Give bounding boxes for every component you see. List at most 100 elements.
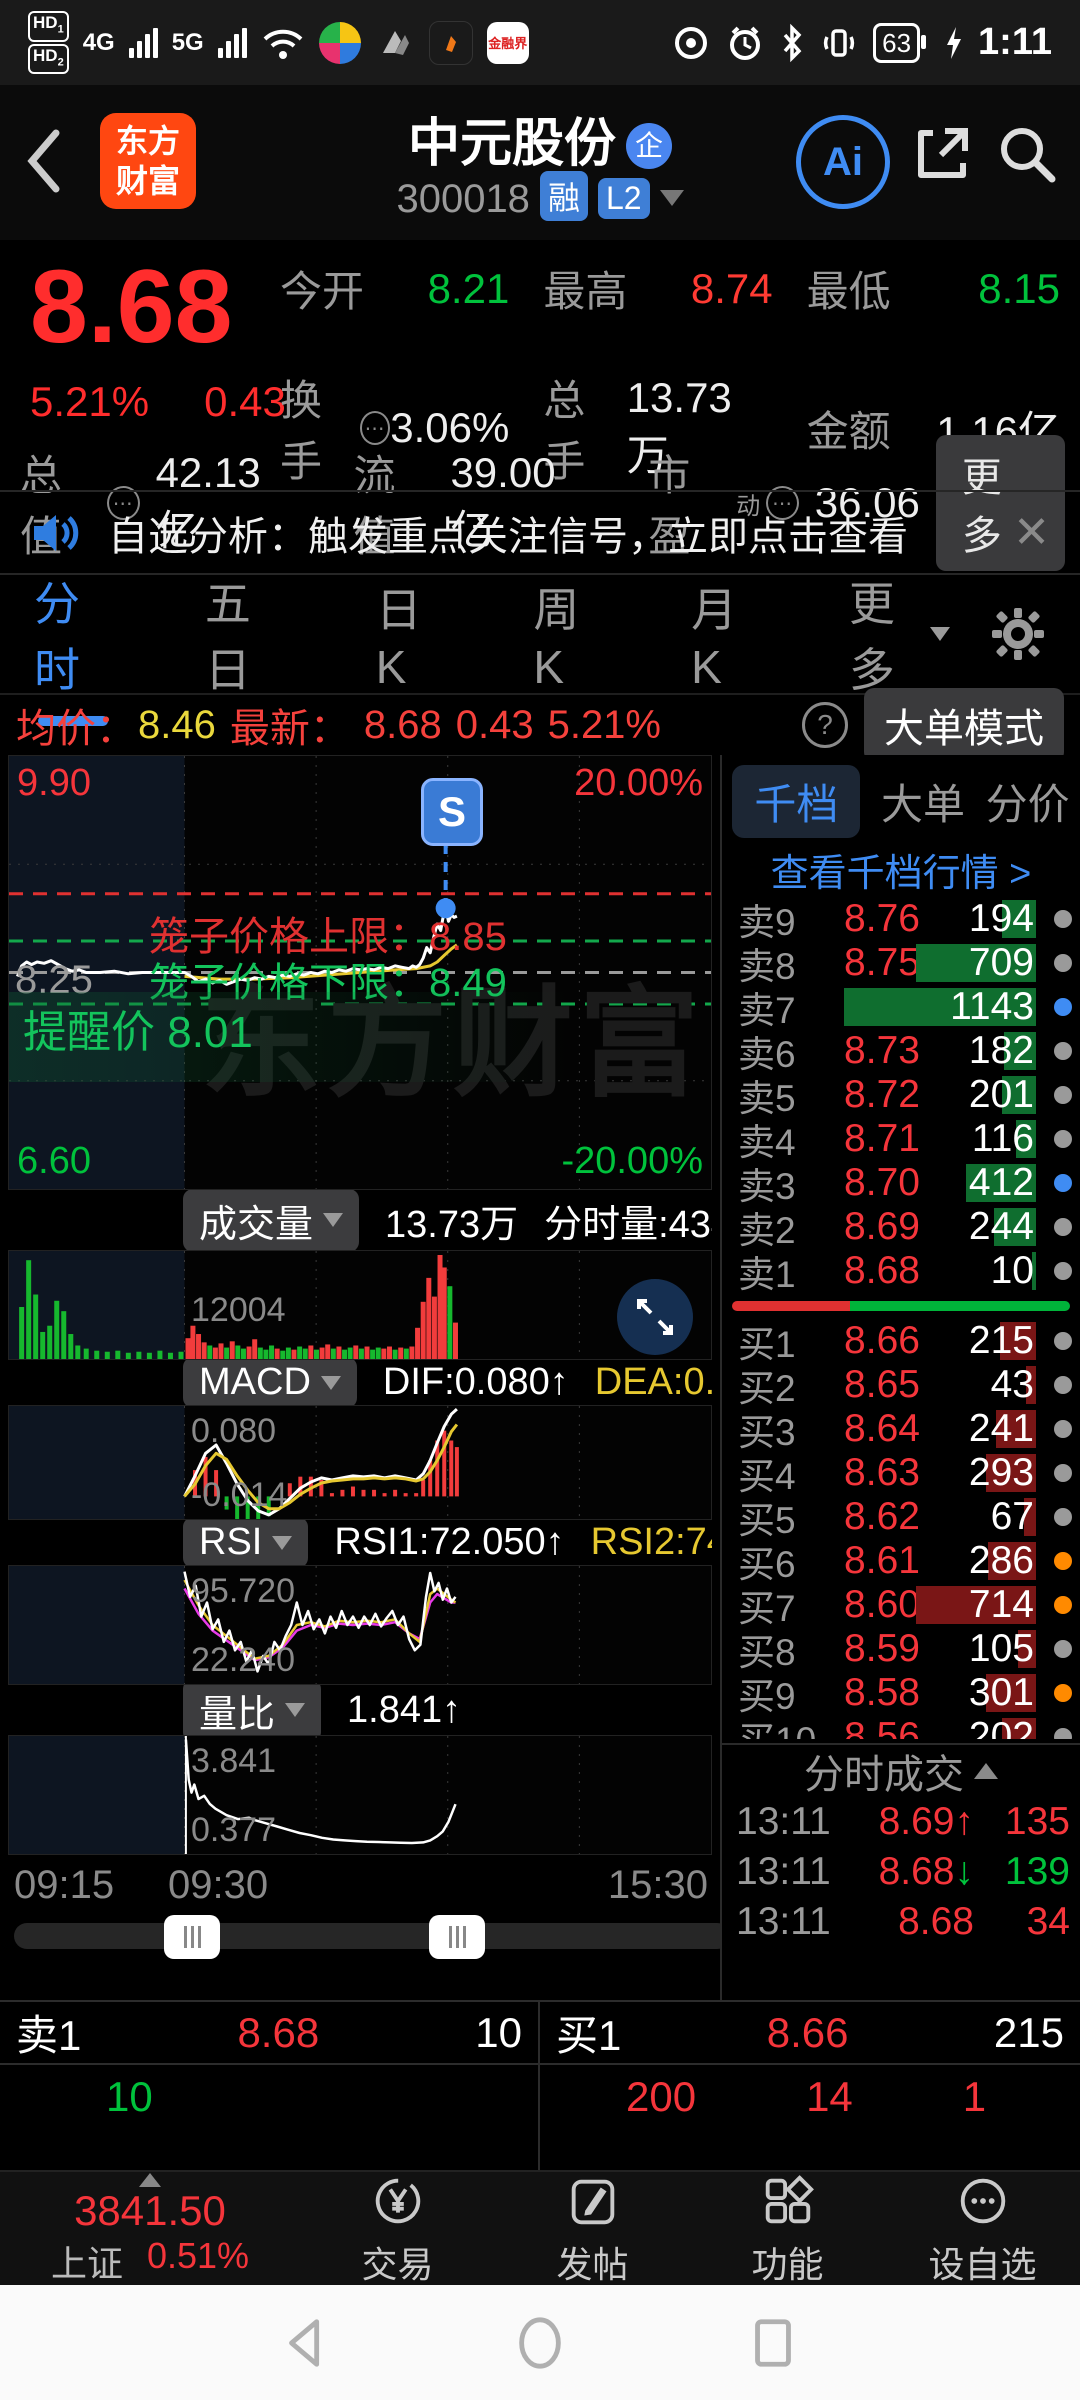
volume-chart[interactable]: 12004 xyxy=(8,1250,712,1360)
tab-thousand-levels[interactable]: 千档 xyxy=(732,764,861,838)
signal-alert-bar[interactable]: 自选分析：触发重点关注信号，立即点击查看 ✕ xyxy=(0,490,1080,575)
level1-quote-strip[interactable]: 卖1 8.68 10 买1 8.66 215 xyxy=(0,2000,1080,2065)
speaker-icon xyxy=(30,509,82,557)
sell-level-row[interactable]: 卖1 8.68 10 xyxy=(722,1249,1080,1295)
period-tab-bar: 分时 五日 日K 周K 月K 更多 xyxy=(0,575,1080,696)
tab-5day[interactable]: 五日 xyxy=(204,578,251,696)
buy1-label: 买1 xyxy=(556,2012,622,2059)
volume-ratio-indicator-button[interactable]: 量比 xyxy=(183,1685,322,1735)
last-label: 最新： xyxy=(229,707,350,751)
axis-start: 09:15 xyxy=(14,1863,115,1907)
enterprise-badge[interactable]: 企 xyxy=(626,123,672,169)
tab-more[interactable]: 更多 xyxy=(849,568,950,700)
buy-level-row[interactable]: 买1 8.66 215 xyxy=(722,1319,1080,1365)
sell-level-row[interactable]: 卖3 8.70 412 xyxy=(722,1161,1080,1207)
buy-level-row[interactable]: 买5 8.62 67 xyxy=(722,1495,1080,1541)
scrollbar-handle-right[interactable] xyxy=(429,1915,485,1959)
rsi1-value: RSI1:72.050↑ xyxy=(334,1521,565,1563)
tab-big-orders[interactable]: 大单 xyxy=(880,780,965,828)
volume-max-label: 12004 xyxy=(191,1291,286,1329)
rsi-chart[interactable]: 95.720 22.240 xyxy=(8,1565,712,1685)
android-recents-button[interactable] xyxy=(744,2314,802,2372)
avg-value: 8.46 xyxy=(138,702,216,747)
app-notification-icon-1 xyxy=(318,21,361,64)
chevron-down-icon xyxy=(930,627,950,641)
thousand-level-link[interactable]: 查看千档行情 > xyxy=(770,852,1032,895)
alert-text[interactable]: 自选分析：触发重点关注信号，立即点击查看 xyxy=(108,514,908,559)
macd-indicator-button[interactable]: MACD xyxy=(183,1360,357,1405)
buy-level-row[interactable]: 买3 8.64 241 xyxy=(722,1407,1080,1453)
macd-chart[interactable]: 0.080 -0.014 xyxy=(8,1405,712,1520)
volume-ratio-chart[interactable]: 3.841 0.377 xyxy=(8,1735,712,1855)
help-icon[interactable]: ? xyxy=(802,702,848,748)
tick-row: 13:11 8.68↓ 139 xyxy=(736,1850,1070,1893)
sell-level-row[interactable]: 卖8 8.75 709 xyxy=(722,941,1080,987)
volume-indicator-button[interactable]: 成交量 xyxy=(183,1190,360,1250)
lb-bottom-label: 0.377 xyxy=(191,1811,277,1849)
sell-level-row[interactable]: 卖2 8.69 244 xyxy=(722,1205,1080,1251)
sell-level-row[interactable]: 卖9 8.76 194 xyxy=(722,897,1080,943)
buy-level-row[interactable]: 买4 8.63 293 xyxy=(722,1451,1080,1497)
buy-level-row[interactable]: 买6 8.61 286 xyxy=(722,1539,1080,1585)
index-quote-shortcut[interactable]: 3841.50 上证 0.51% xyxy=(0,2172,300,2287)
tab-weekly-k[interactable]: 周K xyxy=(533,584,580,693)
big-order-mode-button[interactable]: 大单模式 xyxy=(864,688,1064,762)
quote-turnover[interactable]: 换手 ⋯ 3.06% xyxy=(280,377,510,485)
back-button[interactable] xyxy=(22,123,66,199)
scrollbar-track[interactable] xyxy=(14,1923,730,1949)
hd-voice-icons: HD1 HD2 xyxy=(28,11,69,74)
nav-trade-button[interactable]: 交易 xyxy=(300,2172,495,2288)
sell-signal-marker[interactable]: S xyxy=(421,778,483,846)
chart-high-label: 9.90 xyxy=(17,762,91,804)
macd-top-label: 0.080 xyxy=(191,1412,277,1450)
share-button[interactable] xyxy=(909,121,975,187)
sell-level-row[interactable]: 卖5 8.72 201 xyxy=(722,1073,1080,1119)
expand-chart-button[interactable] xyxy=(617,1279,693,1355)
tick-row: 13:11 8.68 34 xyxy=(736,1900,1070,1943)
close-icon[interactable]: ✕ xyxy=(1013,508,1050,557)
more-button[interactable]: 更多 xyxy=(935,435,1065,571)
sell-level-row[interactable]: 卖6 8.73 182 xyxy=(722,1029,1080,1075)
tab-monthly-k[interactable]: 月K xyxy=(691,584,738,693)
avg-price-bar: 均价： 8.46 最新： 8.68 0.43 5.21% ? 大单模式 xyxy=(0,688,1080,762)
buy-level-row[interactable]: 买7 8.60 714 xyxy=(722,1583,1080,1629)
android-back-button[interactable] xyxy=(278,2314,336,2372)
charging-icon xyxy=(944,26,964,60)
signal-bars-icon-2 xyxy=(217,27,247,58)
tick-list-header[interactable]: 分时成交 xyxy=(722,1745,1080,1797)
bluetooth-icon xyxy=(779,23,805,63)
vibrate-icon xyxy=(819,23,859,63)
stock-code-row[interactable]: 300018 融 L2 xyxy=(0,171,1080,222)
rsi-bottom-label: 22.240 xyxy=(191,1641,295,1679)
tab-daily-k[interactable]: 日K xyxy=(375,584,422,693)
ai-assistant-button[interactable]: Ai xyxy=(796,115,890,209)
buy-level-row[interactable]: 买8 8.59 105 xyxy=(722,1627,1080,1673)
nav-post-button[interactable]: 发帖 xyxy=(495,2172,690,2288)
search-icon[interactable] xyxy=(994,121,1060,187)
scrollbar-handle-left[interactable] xyxy=(164,1915,220,1959)
queue-left-value: 10 xyxy=(106,2073,153,2120)
buy-level-row[interactable]: 买9 8.58 301 xyxy=(722,1671,1080,1717)
quote-volume: 总手 13.73万 xyxy=(543,373,732,486)
rsi-indicator-button[interactable]: RSI xyxy=(183,1520,309,1565)
sell-level-row[interactable]: 卖4 8.71 116 xyxy=(722,1117,1080,1163)
wifi-icon xyxy=(261,25,305,61)
volume-minute: 分时量:4342↓ xyxy=(544,1203,712,1246)
chart-range-scrollbar[interactable] xyxy=(14,1915,730,1959)
tab-minute[interactable]: 分时 xyxy=(34,568,113,700)
buy-level-row[interactable]: 买2 8.65 43 xyxy=(722,1363,1080,1409)
features-grid-icon xyxy=(765,2174,814,2223)
chart-settings-gear-icon[interactable] xyxy=(990,606,1046,662)
nav-watchlist-button[interactable]: 设自选 xyxy=(885,2172,1080,2288)
tab-price-dist[interactable]: 分价 xyxy=(985,780,1070,828)
android-home-button[interactable] xyxy=(511,2314,569,2372)
rsi-top-label: 95.720 xyxy=(191,1572,295,1610)
status-bar: HD1 HD2 4G 5G 金融界 xyxy=(0,0,1080,85)
buy-levels: 买1 8.66 215 买2 8.65 43 买3 8.64 241 买4 8.63 293 买5 8.6… xyxy=(722,1319,1080,1739)
queue-right-value-3: 1 xyxy=(962,2073,987,2120)
sell-level-row[interactable]: 卖78.741143 xyxy=(722,985,1080,1031)
nav-features-button[interactable]: 功能 xyxy=(690,2172,885,2288)
eastmoney-logo[interactable]: 东方 财富 xyxy=(100,113,196,209)
